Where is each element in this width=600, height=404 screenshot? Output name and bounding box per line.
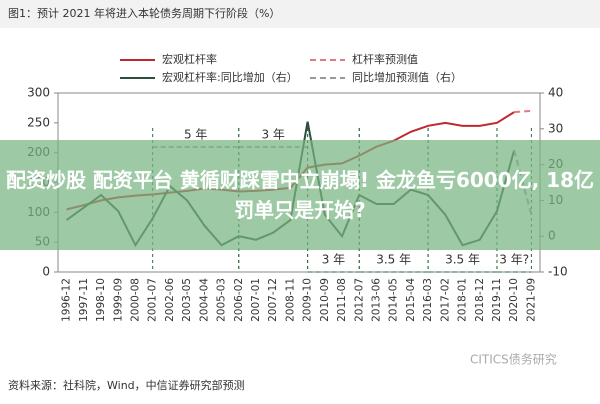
annotation: 3 年 [261, 128, 284, 142]
x-tick-label: 2002-06 [164, 278, 176, 322]
x-tick-label: 2017-02 [439, 278, 451, 322]
x-tick-label: 2010-09 [319, 278, 331, 322]
x-tick-label: 2014-05 [388, 278, 400, 322]
x-tick-label: 2011-08 [336, 278, 348, 322]
x-tick-label: 2004-04 [198, 278, 210, 322]
title-bar [0, 0, 600, 28]
x-tick-label: 2007-12 [267, 278, 279, 322]
x-tick-label: 2013-06 [370, 278, 382, 322]
x-tick-label: 2012-07 [353, 278, 365, 322]
x-tick-label: 2008-11 [284, 278, 296, 322]
banner: 配资炒股 配资平台 黄循财踩雷中立崩塌! 金龙鱼亏6000亿, 18亿罚单只是开… [0, 140, 600, 250]
banner-text: 配资炒股 配资平台 黄循财踩雷中立崩塌! 金龙鱼亏6000亿, 18亿罚单只是开… [5, 168, 595, 222]
annotation: 3.5 年 [376, 253, 411, 267]
chart-title: 图1：预计 2021 年将进入本轮债务周期下行阶段（%） [8, 6, 280, 20]
x-tick-label: 1998-10 [95, 278, 107, 322]
x-tick-label: 1997-11 [78, 278, 90, 322]
y-tick-label: 300 [27, 86, 50, 100]
annotation: 3.5 年 [445, 253, 480, 267]
y2-tick-label: 30 [548, 121, 563, 135]
annotation: 5 年 [184, 128, 207, 142]
x-tick-label: 2003-05 [181, 278, 193, 322]
x-tick-label: 2015-04 [405, 278, 417, 322]
y2-tick-label: 40 [548, 86, 563, 100]
x-tick-label: 2016-03 [422, 278, 434, 322]
x-tick-label: 2007-01 [250, 278, 262, 322]
series-line [514, 109, 532, 114]
y-tick-label: 250 [27, 115, 50, 129]
x-tick-label: 2021-09 [525, 278, 537, 322]
x-tick-label: 2018-12 [474, 278, 486, 322]
legend-label: 同比增加预测值（右） [352, 70, 462, 84]
x-tick-label: 1996-12 [61, 278, 73, 322]
x-tick-label: 2019-11 [491, 278, 503, 322]
x-tick-label: 2009-10 [302, 278, 314, 322]
legend-label: 宏观杠杆率 [162, 52, 217, 66]
x-tick-label: 2020-10 [508, 278, 520, 322]
legend-label: 宏观杠杆率:同比增加（右） [162, 70, 298, 84]
source: 资料来源：社科院，Wind，中信证券研究部预测 [8, 378, 245, 392]
x-tick-label: 2000-08 [129, 278, 141, 322]
x-tick-label: 2001-07 [147, 278, 159, 322]
y-tick-label: 0 [42, 265, 50, 279]
x-tick-label: 1999-09 [112, 278, 124, 322]
x-tick-label: 2005-03 [216, 278, 228, 322]
watermark: CITICS债务研究 [470, 352, 557, 367]
x-tick-label: 2018-01 [457, 278, 469, 322]
y2-tick-label: -10 [548, 265, 568, 279]
annotation: 3 年? [499, 253, 529, 267]
annotation: 3 年 [322, 253, 345, 267]
x-tick-label: 2006-02 [233, 278, 245, 322]
legend-label: 杠杆率预测值 [352, 52, 418, 66]
